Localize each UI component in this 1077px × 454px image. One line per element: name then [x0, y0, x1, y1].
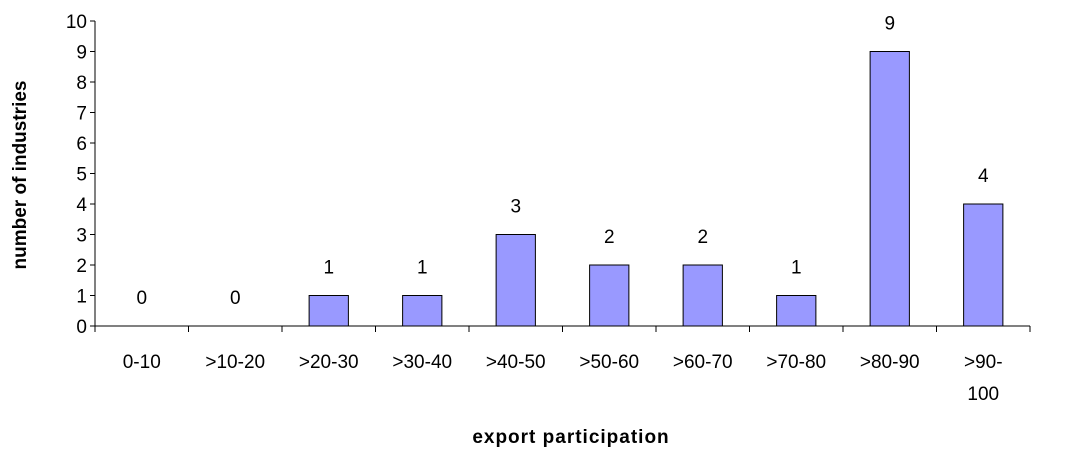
- bar: [776, 295, 817, 327]
- bar: [589, 264, 630, 327]
- data-label: 1: [791, 258, 802, 279]
- data-labels: 0 0 1 1 3 2 2 1 9 4: [136, 14, 989, 310]
- x-tick-label: >80-90: [860, 352, 920, 373]
- y-tick-label: 9: [76, 43, 87, 64]
- data-label: 0: [136, 288, 147, 309]
- data-label: 0: [230, 288, 241, 309]
- y-tick-label: 6: [76, 134, 87, 155]
- data-label: 4: [978, 166, 989, 187]
- bar: [402, 295, 443, 327]
- bar: [495, 234, 536, 327]
- y-tick-label: 2: [76, 256, 87, 277]
- x-axis-title: export participation: [472, 427, 669, 448]
- data-label: 3: [510, 197, 521, 218]
- data-label: 2: [604, 227, 615, 248]
- y-tick-label: 10: [66, 12, 87, 33]
- x-tick-label: 0-10: [123, 352, 161, 373]
- bar: [682, 264, 723, 327]
- x-tick-label: >40-50: [486, 352, 546, 373]
- y-axis: 0 1 2 3 4 5 6 7 8 9 10: [66, 12, 96, 338]
- y-tick-label: 0: [76, 317, 87, 338]
- data-label: 1: [323, 258, 334, 279]
- x-tick-label: >60-70: [673, 352, 733, 373]
- x-tick-label: >10-20: [205, 352, 265, 373]
- data-label: 9: [884, 14, 895, 35]
- y-tick-label: 3: [76, 226, 87, 247]
- x-tick-label: >90-100: [964, 352, 1003, 405]
- data-label: 2: [697, 227, 708, 248]
- x-tick-label: >20-30: [299, 352, 359, 373]
- y-tick-label: 7: [76, 104, 87, 125]
- x-tick-label: >70-80: [766, 352, 826, 373]
- data-label: 1: [417, 258, 428, 279]
- x-tick-label: >30-40: [392, 352, 452, 373]
- y-tick-label: 5: [76, 165, 87, 186]
- bar: [869, 51, 910, 327]
- bars: [308, 51, 1004, 327]
- bar: [308, 295, 349, 327]
- bar: [963, 203, 1004, 327]
- y-axis-title: number of industries: [10, 81, 31, 270]
- y-tick-label: 4: [76, 195, 87, 216]
- x-tick-label: >50-60: [579, 352, 639, 373]
- y-tick-label: 8: [76, 73, 87, 94]
- y-tick-label: 1: [76, 287, 87, 308]
- x-axis: 0-10 >10-20 >20-30 >30-40 >40-50 >50-60 >60-70…: [94, 325, 1031, 405]
